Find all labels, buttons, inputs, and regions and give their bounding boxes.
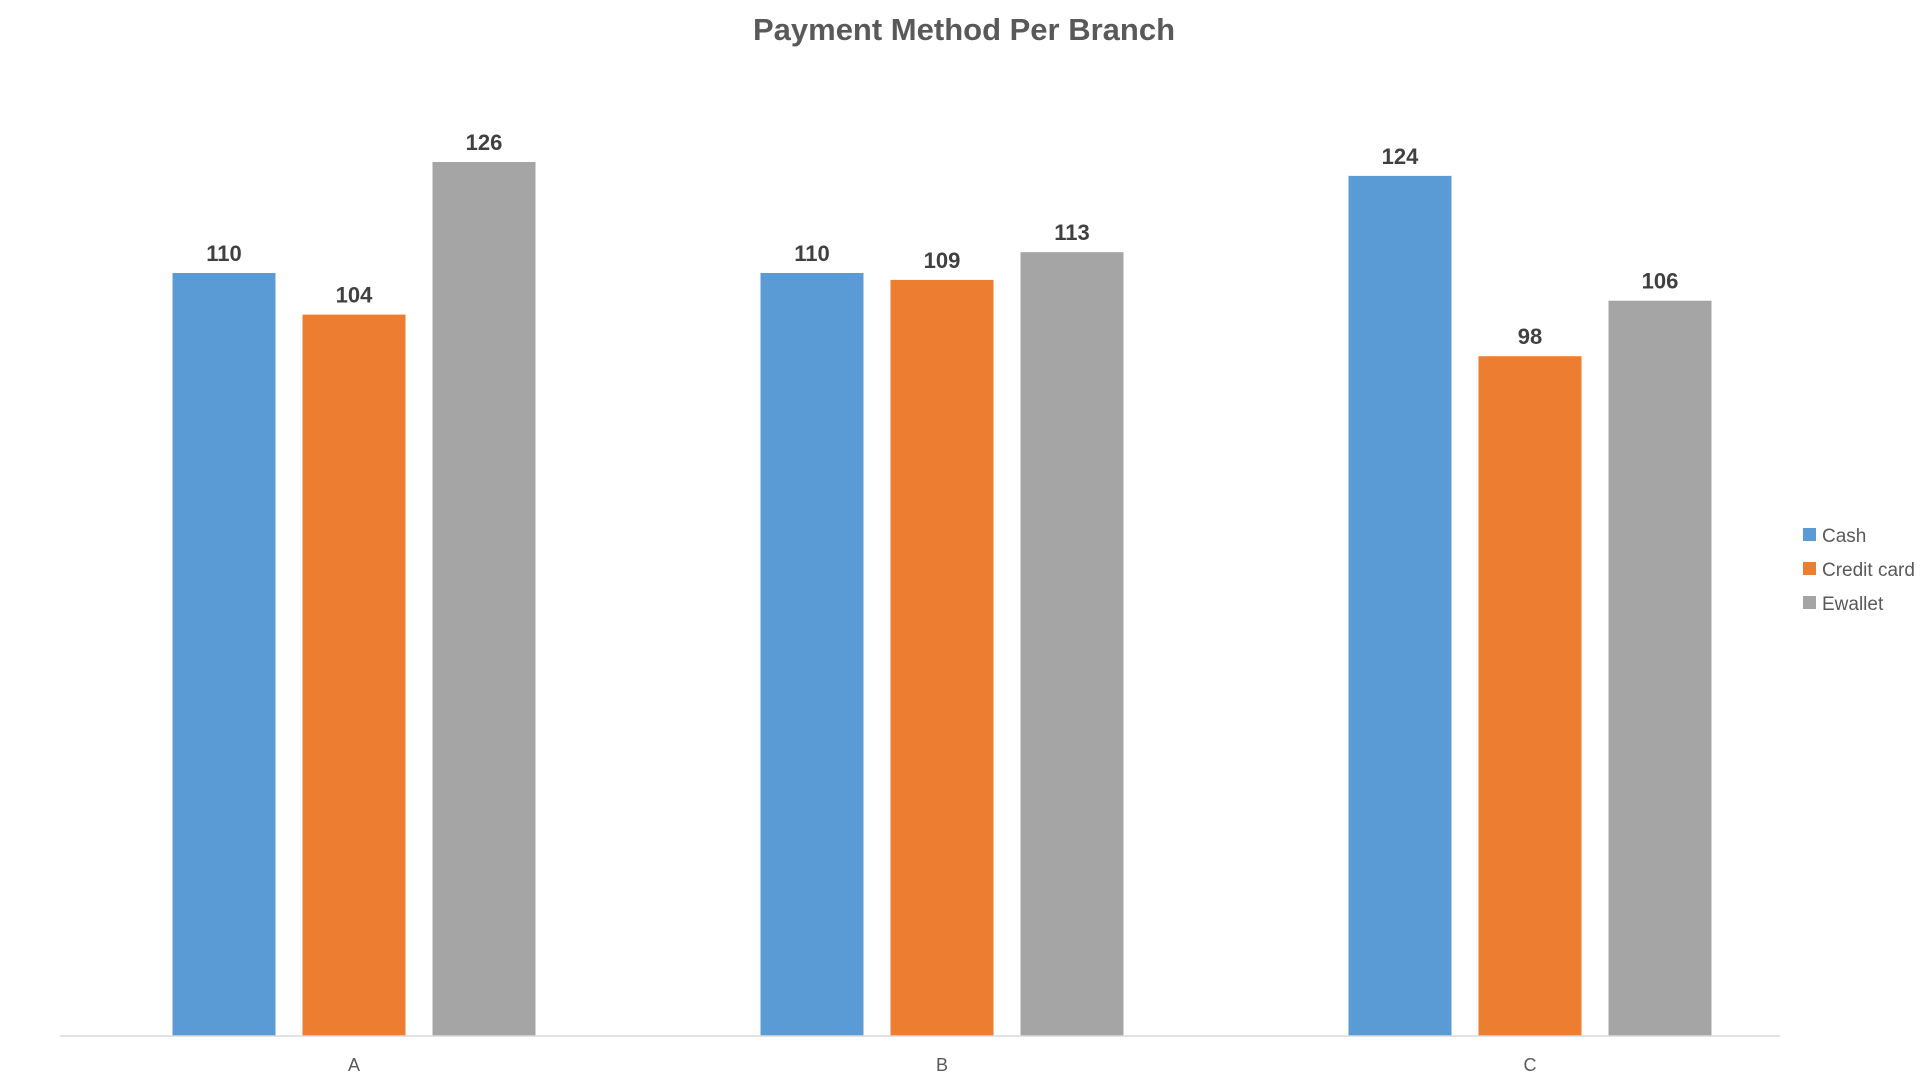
legend-label-credit-card: Credit card [1822, 560, 1915, 581]
data-labels-layer: 110 104 126 110 109 113 124 98 106 [206, 130, 1678, 349]
data-label-credit-card-c: 98 [1518, 324, 1542, 349]
data-label-ewallet-a: 126 [466, 130, 503, 155]
bar-cash-b [760, 272, 864, 1036]
data-label-cash-a: 110 [206, 241, 242, 266]
legend-swatch-ewallet [1803, 596, 1816, 609]
data-label-cash-b: 110 [794, 241, 830, 266]
bar-ewallet-b [1020, 252, 1124, 1036]
legend-swatch-credit-card [1803, 562, 1816, 575]
bars-layer [172, 162, 1712, 1037]
bar-credit-card-a [302, 314, 406, 1037]
x-tick-label-b: B [936, 1055, 948, 1075]
legend: Cash Credit card Ewallet [1803, 526, 1915, 615]
chart-title: Payment Method Per Branch [753, 12, 1175, 47]
bar-cash-c [1348, 175, 1452, 1036]
bar-ewallet-a [432, 162, 536, 1036]
data-label-ewallet-c: 106 [1642, 269, 1679, 294]
bar-credit-card-b [890, 279, 994, 1036]
data-label-credit-card-a: 104 [336, 283, 373, 308]
x-axis-ticks: A B C [348, 1055, 1537, 1075]
x-tick-label-a: A [348, 1055, 360, 1075]
data-label-credit-card-b: 109 [924, 248, 961, 273]
legend-swatch-cash [1803, 528, 1816, 541]
bar-cash-a [172, 272, 276, 1036]
bar-ewallet-c [1608, 300, 1712, 1036]
data-label-ewallet-b: 113 [1054, 220, 1090, 245]
legend-label-ewallet: Ewallet [1822, 594, 1884, 615]
x-tick-label-c: C [1524, 1055, 1537, 1075]
data-label-cash-c: 124 [1382, 144, 1419, 169]
legend-label-cash: Cash [1822, 526, 1866, 547]
bar-credit-card-c [1478, 356, 1582, 1036]
